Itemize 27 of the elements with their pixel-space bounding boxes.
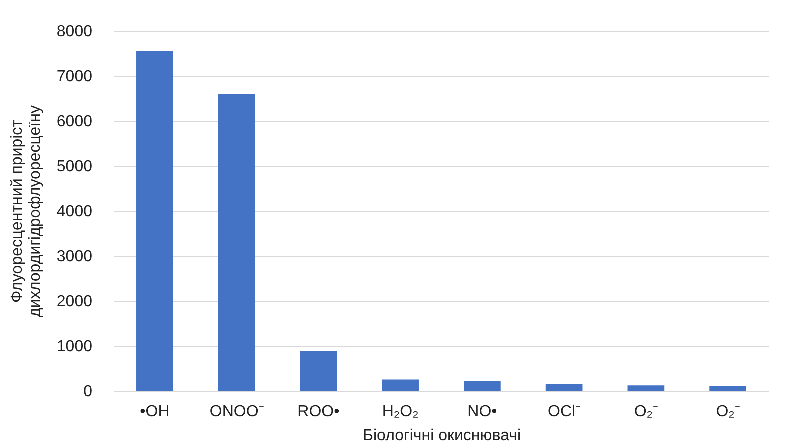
y-tick-label: 7000: [56, 68, 93, 86]
y-tick-label: 5000: [56, 158, 93, 176]
x-axis-title: Біологічні окиснювачі: [362, 428, 522, 444]
x-tick-label: ONOO⁻: [210, 404, 264, 420]
y-tick-label: 4000: [56, 204, 93, 220]
bar: [628, 386, 665, 391]
bar: [218, 94, 256, 391]
x-tick-label: NO•: [468, 404, 498, 420]
y-tick-label: 8000: [56, 24, 93, 40]
bar: [300, 350, 338, 391]
x-tick-label: O₂⁻: [716, 404, 740, 420]
x-tick-label: H₂O₂: [382, 404, 419, 420]
x-tick-label: O₂⁻: [634, 404, 658, 420]
y-tick-label: 3000: [56, 248, 93, 266]
x-tick-label: ROO•: [298, 404, 340, 420]
y-tick-label: 6000: [56, 114, 93, 130]
bar: [136, 51, 174, 391]
bar: [710, 386, 746, 391]
bar: [464, 382, 501, 391]
y-tick-label: 2000: [56, 294, 93, 310]
bar: [382, 380, 419, 391]
x-tick-label: OCl⁻: [548, 404, 581, 420]
bar: [546, 384, 583, 391]
y-axis-title: Флуоресцентний приріст дихлордигідрофлуоресцеїну: [8, 106, 44, 318]
y-tick-label: 1000: [56, 338, 93, 356]
y-tick-label: 0: [84, 384, 93, 400]
x-tick-label: •OH: [140, 404, 170, 420]
